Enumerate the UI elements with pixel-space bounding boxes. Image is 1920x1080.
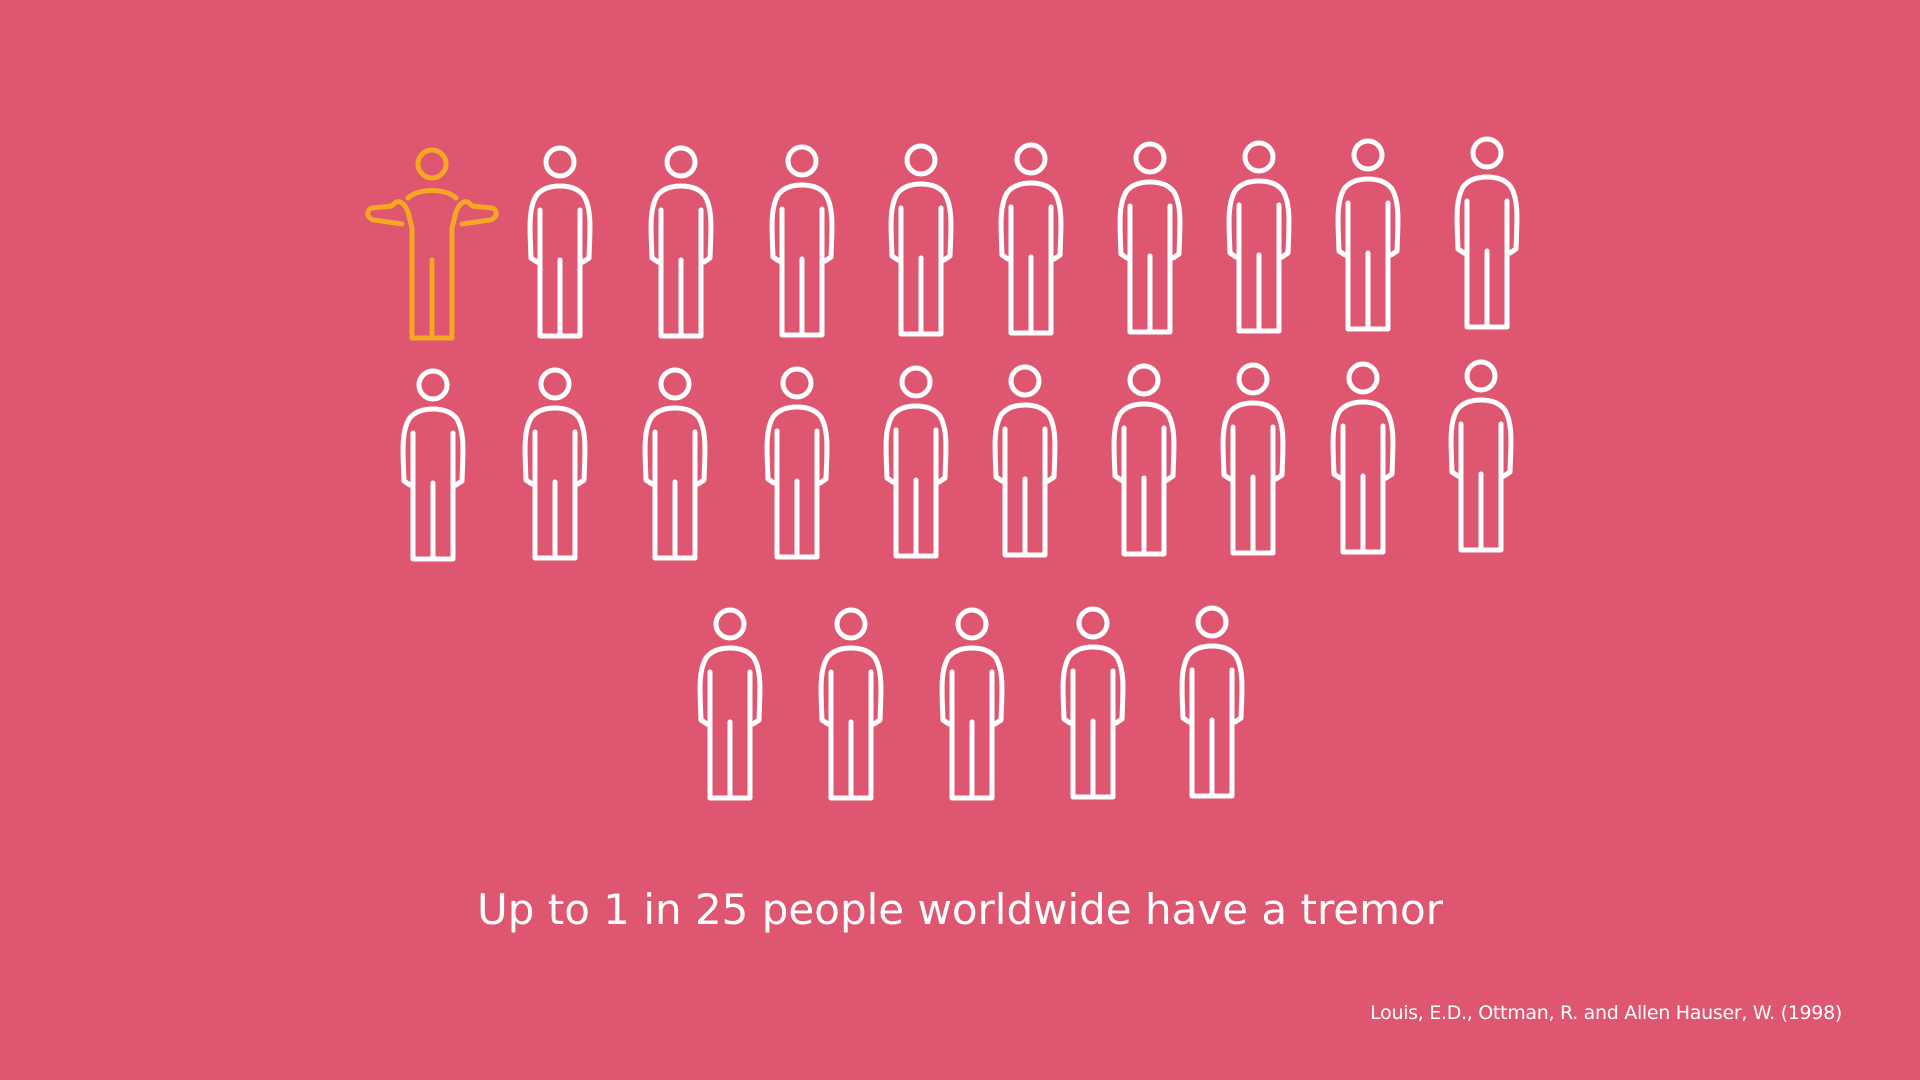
person-icon [1448, 359, 1514, 553]
person-icon [818, 607, 884, 801]
person-icon [883, 365, 949, 559]
person-icon [769, 144, 835, 338]
person-icon [1335, 138, 1401, 332]
person-icon [648, 145, 714, 339]
person-icon [1117, 141, 1183, 335]
person-icon [400, 368, 466, 562]
person-icon [1330, 361, 1396, 555]
person-icon [1220, 362, 1286, 556]
person-icon [764, 366, 830, 560]
person-icon [888, 143, 954, 337]
person-icon [697, 607, 763, 801]
person-icon [1179, 605, 1245, 799]
person-icon [998, 142, 1064, 336]
shrugging-person-icon [365, 147, 499, 341]
headline: Up to 1 in 25 people worldwide have a tr… [476, 885, 1444, 934]
person-icon [1111, 363, 1177, 557]
person-icon [992, 364, 1058, 558]
person-icon [1060, 606, 1126, 800]
person-icon [642, 367, 708, 561]
person-icon [522, 367, 588, 561]
citation: Louis, E.D., Ottman, R. and Allen Hauser… [1370, 1002, 1842, 1024]
person-icon [1454, 136, 1520, 330]
person-icon [1226, 140, 1292, 334]
person-icon [939, 607, 1005, 801]
person-icon [527, 145, 593, 339]
